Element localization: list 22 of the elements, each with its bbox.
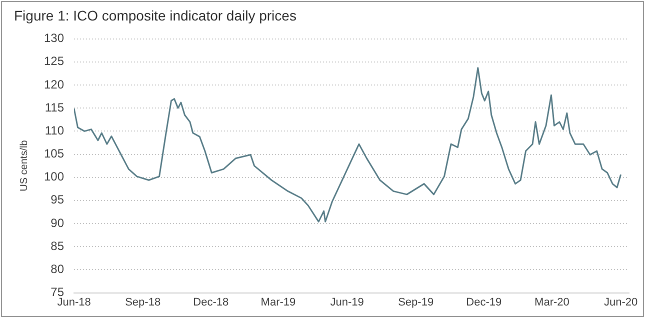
chart-title: Figure 1: ICO composite indicator daily prices [14,7,296,24]
x-tick-label: Dec-19 [466,296,502,308]
x-tick-label: Jun-20 [604,296,638,308]
x-tick-label: Sep-19 [398,296,434,308]
x-tick-label: Dec-18 [193,296,229,308]
y-tick-label: 120 [44,77,64,92]
y-tick-label: 105 [44,146,64,161]
x-tick-label: Jun-18 [57,296,91,308]
x-tick-label: Sep-18 [125,296,161,308]
x-tick-label: Mar-20 [534,296,570,308]
y-tick-label: 100 [44,170,64,184]
y-axis-title: US cents/lb [18,140,30,192]
y-tick-label: 90 [50,216,64,230]
x-tick-label: Mar-19 [260,296,296,308]
y-tick-label: 125 [44,54,64,68]
y-tick-label: 80 [50,262,64,276]
x-tick-label: Jun-19 [330,296,364,308]
y-tick-label: 110 [44,123,64,138]
y-tick-label: 115 [44,100,64,114]
y-tick-label: 130 [44,31,64,46]
y-tick-label: 85 [50,238,64,253]
y-tick-label: 95 [50,192,64,207]
